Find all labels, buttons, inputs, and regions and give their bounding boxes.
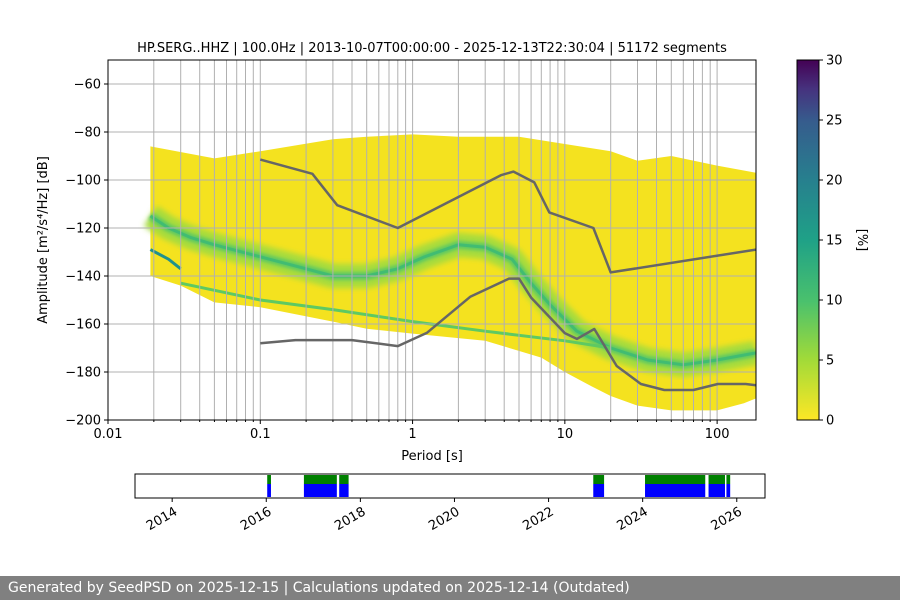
availability-bars bbox=[267, 475, 731, 497]
availability-ticks: 2014 2016 2018 2020 2022 2024 2026 bbox=[144, 498, 745, 534]
footer-text: Generated by SeedPSD on 2025-12-15 | Cal… bbox=[8, 580, 630, 596]
colorbar-tick-label: 5 bbox=[826, 354, 834, 369]
x-tick-label: 0.1 bbox=[250, 427, 271, 442]
x-tick-label: 1 bbox=[408, 427, 416, 442]
y-tick-label: −100 bbox=[65, 174, 101, 189]
availability-tick-label: 2020 bbox=[426, 504, 462, 534]
availability-segment-bar bbox=[726, 484, 731, 497]
y-tick-label: −140 bbox=[65, 270, 101, 285]
nhnm-curve bbox=[259, 158, 756, 274]
colorbar-tick-label: 0 bbox=[826, 414, 834, 429]
colorbar-label: [%] bbox=[854, 229, 869, 252]
availability-tick-label: 2014 bbox=[144, 504, 180, 534]
y-tick-label: −60 bbox=[74, 78, 101, 93]
chart-title: HP.SERG..HHZ | 100.0Hz | 2013-10-07T00:0… bbox=[137, 41, 727, 56]
colorbar-tick-label: 20 bbox=[826, 174, 843, 189]
x-axis-label: Period [s] bbox=[401, 449, 463, 464]
y-tick-label: −200 bbox=[65, 414, 101, 429]
y-tick-label: −180 bbox=[65, 366, 101, 381]
availability-tick-label: 2016 bbox=[238, 504, 274, 534]
figure: HP.SERG..HHZ | 100.0Hz | 2013-10-07T00:0… bbox=[36, 41, 869, 534]
availability-segment-bar bbox=[645, 484, 706, 497]
availability-period-bar bbox=[267, 475, 271, 484]
plot-frame bbox=[107, 59, 757, 421]
x-tick-label: 100 bbox=[705, 427, 730, 442]
availability-tick-label: 2024 bbox=[615, 504, 651, 534]
psd-density-heatmap bbox=[143, 134, 756, 411]
colorbar-tick-label: 25 bbox=[826, 114, 843, 129]
availability-tick-label: 2022 bbox=[520, 504, 556, 534]
availability-segment-bar bbox=[303, 484, 337, 497]
axis-ticks: 0.01 0.1 1 10 100 −60 −80 −100 −120 −140 −160 −180 −… bbox=[65, 78, 729, 443]
y-tick-label: −120 bbox=[65, 222, 101, 237]
colorbar-ticks: 0 5 10 15 20 25 30 bbox=[819, 54, 843, 429]
footer-bar: Generated by SeedPSD on 2025-12-15 | Cal… bbox=[0, 576, 900, 600]
availability-period-bar bbox=[339, 475, 349, 484]
x-tick-label: 10 bbox=[557, 427, 574, 442]
y-tick-label: −160 bbox=[65, 318, 101, 333]
availability-segment-bar bbox=[708, 484, 726, 497]
availability-period-bar bbox=[303, 475, 337, 484]
colorbar-tick-label: 30 bbox=[826, 54, 843, 69]
availability-period-bar bbox=[645, 475, 706, 484]
colorbar-tick-label: 15 bbox=[826, 234, 843, 249]
noise-models bbox=[259, 158, 756, 392]
availability-tick-label: 2018 bbox=[332, 504, 368, 534]
availability-segment-bar bbox=[267, 484, 271, 497]
availability-segment-bar bbox=[339, 484, 349, 497]
availability-period-bar bbox=[593, 475, 605, 484]
availability-segment-bar bbox=[593, 484, 605, 497]
availability-period-bar bbox=[726, 475, 731, 484]
colorbar-tick-label: 10 bbox=[826, 294, 843, 309]
availability-period-bar bbox=[708, 475, 726, 484]
y-axis-label: Amplitude [m²/s⁴/Hz] [dB] bbox=[36, 156, 51, 324]
availability-tick-label: 2026 bbox=[709, 504, 745, 534]
nlnm-curve bbox=[260, 277, 756, 392]
psd-secondary-mode bbox=[149, 248, 182, 270]
x-tick-label: 0.01 bbox=[94, 427, 123, 442]
colorbar-gradient bbox=[796, 59, 820, 421]
y-tick-label: −80 bbox=[74, 126, 101, 141]
colorbar: [%] bbox=[796, 59, 869, 421]
